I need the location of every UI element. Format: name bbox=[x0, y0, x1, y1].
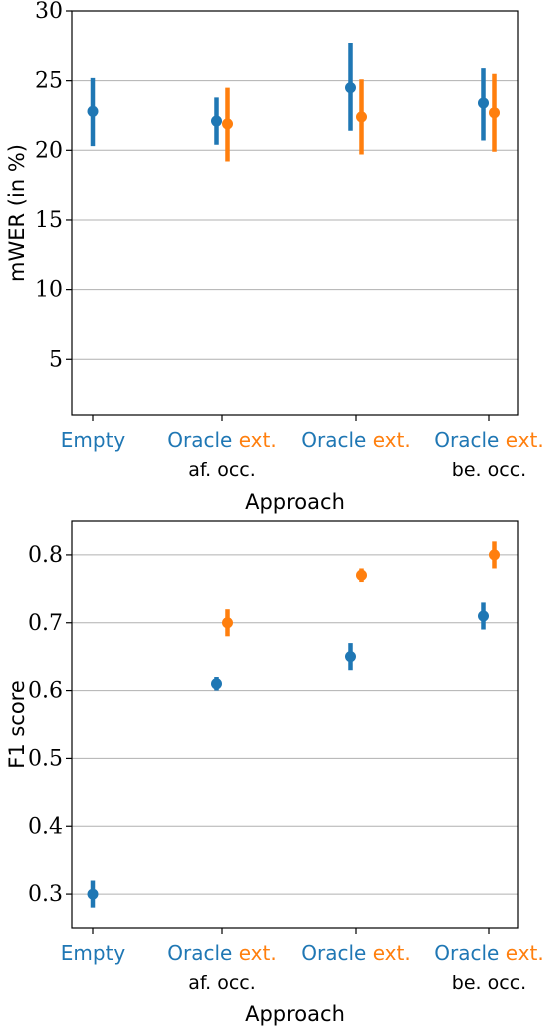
y-tick-label: 0.5 bbox=[28, 746, 63, 771]
x-axis-title: Approach bbox=[245, 490, 345, 514]
y-axis-title: F1 score bbox=[5, 680, 29, 769]
data-point bbox=[489, 549, 500, 561]
x-category-label-part: Oracle bbox=[434, 941, 499, 965]
chart-1: 5 10 15 20 25 30 Empty Oracle ext. af. occ. Oracl… bbox=[5, 0, 544, 514]
y-tick-label: 0.8 bbox=[28, 543, 63, 568]
y-tick-label: 15 bbox=[35, 208, 63, 233]
x-category-label-part: Oracle bbox=[301, 428, 366, 452]
x-category-label-part: Oracle bbox=[301, 941, 366, 965]
y-tick-label: 20 bbox=[35, 138, 63, 163]
data-point bbox=[87, 105, 99, 117]
x-category-label-part: ext. bbox=[366, 428, 410, 452]
data-point bbox=[87, 888, 99, 900]
y-tick-label: 10 bbox=[35, 278, 63, 303]
x-category-label: Oracle ext. bbox=[167, 941, 276, 965]
x-category-label-part: ext. bbox=[366, 941, 410, 965]
data-point bbox=[489, 107, 500, 119]
data-point bbox=[211, 678, 222, 690]
plot-frame bbox=[71, 520, 519, 929]
y-tick-label: 30 bbox=[35, 0, 63, 24]
data-point bbox=[345, 651, 356, 663]
chart-2: 0.3 0.4 0.5 0.6 0.7 0.8 Empty Oracle ext. af. oc… bbox=[5, 520, 544, 1026]
x-category-label-part: Oracle bbox=[167, 428, 232, 452]
y-tick-label: 0.7 bbox=[28, 611, 63, 636]
x-category-label-part: Oracle bbox=[434, 428, 499, 452]
y-tick-label: 25 bbox=[35, 69, 63, 94]
data-point bbox=[478, 97, 489, 109]
x-axis-title: Approach bbox=[245, 1002, 345, 1026]
x-category-sublabel: af. occ. bbox=[188, 972, 256, 994]
x-category-label: Oracle ext. bbox=[434, 941, 543, 965]
x-category-label-part: ext. bbox=[499, 941, 543, 965]
y-tick-label: 0.3 bbox=[28, 882, 63, 907]
x-category-label: Empty bbox=[61, 941, 126, 965]
x-category-sublabel: be. occ. bbox=[452, 459, 526, 481]
x-category-label: Oracle ext. bbox=[167, 428, 276, 452]
x-category-label-part: ext. bbox=[232, 941, 276, 965]
x-category-label-part: ext. bbox=[232, 428, 276, 452]
x-category-label: Oracle ext. bbox=[301, 428, 410, 452]
data-point bbox=[222, 617, 233, 629]
y-tick-label: 5 bbox=[49, 347, 63, 372]
x-category-label-part: Empty bbox=[61, 941, 126, 965]
y-tick-label: 0.4 bbox=[28, 814, 63, 839]
x-category-sublabel: be. occ. bbox=[452, 972, 526, 994]
data-point bbox=[211, 115, 222, 127]
x-category-sublabel: af. occ. bbox=[188, 459, 256, 481]
x-category-label-part: ext. bbox=[499, 428, 543, 452]
plot-frame bbox=[71, 10, 519, 416]
x-category-label: Oracle ext. bbox=[301, 941, 410, 965]
y-axis-title: mWER (in %) bbox=[5, 144, 29, 282]
data-point bbox=[345, 82, 356, 94]
data-point bbox=[356, 111, 367, 123]
data-point bbox=[222, 118, 233, 130]
x-category-label-part: Oracle bbox=[167, 941, 232, 965]
x-category-label: Empty bbox=[61, 428, 126, 452]
data-point bbox=[356, 569, 367, 581]
data-point bbox=[478, 610, 489, 622]
x-category-label-part: Empty bbox=[61, 428, 126, 452]
x-category-label: Oracle ext. bbox=[434, 428, 543, 452]
y-tick-label: 0.6 bbox=[28, 679, 63, 704]
